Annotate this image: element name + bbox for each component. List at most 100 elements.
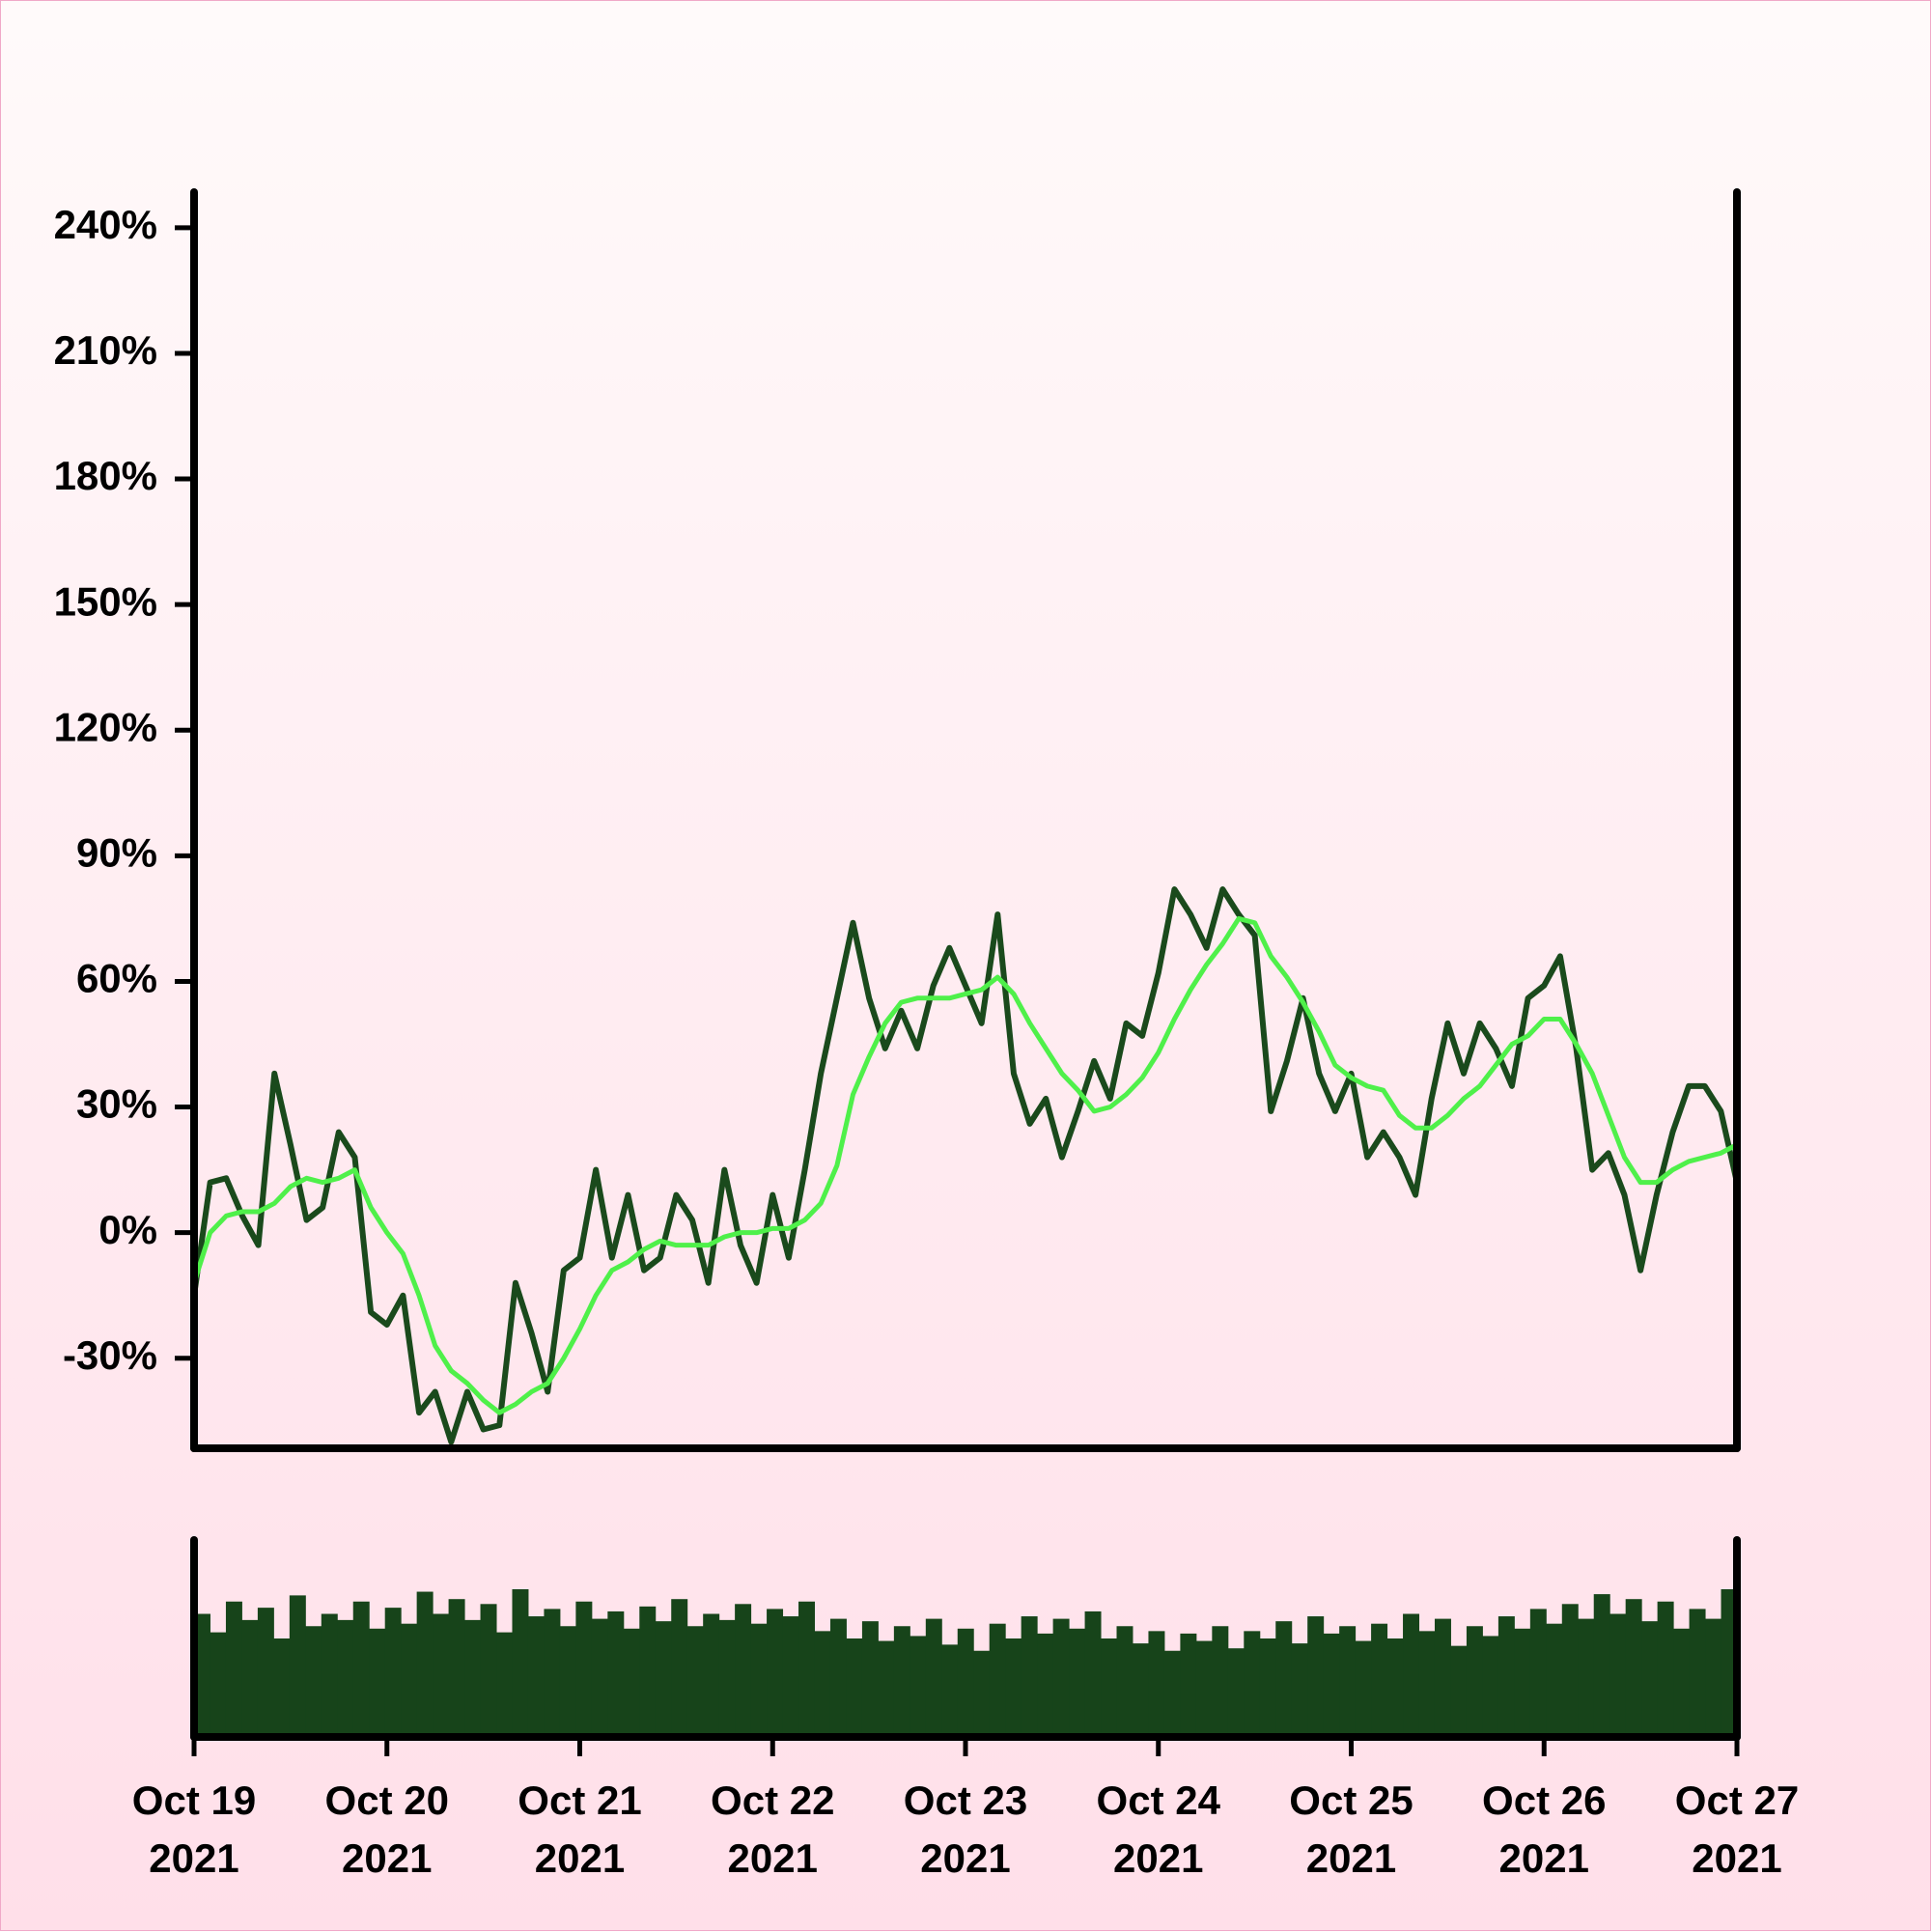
volume-bar bbox=[337, 1619, 354, 1737]
volume-bar bbox=[1371, 1623, 1388, 1737]
volume-bar bbox=[1593, 1594, 1610, 1737]
volume-bar bbox=[989, 1623, 1006, 1737]
volume-bar bbox=[1227, 1648, 1245, 1737]
volume-bar bbox=[1673, 1628, 1691, 1737]
x-tick-label: Oct 25 2021 bbox=[1289, 1778, 1413, 1881]
volume-bar bbox=[289, 1595, 306, 1737]
volume-bar bbox=[305, 1626, 322, 1737]
volume-bar bbox=[384, 1608, 402, 1737]
volume-bar bbox=[1132, 1643, 1149, 1737]
y-tick-label: 240% bbox=[54, 202, 157, 247]
volume-bar bbox=[544, 1609, 561, 1737]
y-tick-label: 210% bbox=[54, 327, 157, 373]
volume-bar bbox=[607, 1610, 625, 1737]
volume-bar bbox=[1641, 1621, 1659, 1737]
volume-bar bbox=[273, 1638, 291, 1737]
volume-bar bbox=[655, 1621, 672, 1737]
volume-bar bbox=[1101, 1638, 1118, 1737]
x-tick-label: Oct 23 2021 bbox=[903, 1778, 1028, 1881]
volume-bar bbox=[464, 1619, 482, 1737]
line-series bbox=[194, 886, 1737, 1445]
y-tick-label: 90% bbox=[76, 829, 157, 875]
volume-bar bbox=[1386, 1638, 1404, 1737]
volume-bar bbox=[718, 1619, 736, 1737]
x-tick-label: Oct 21 2021 bbox=[518, 1778, 642, 1881]
volume-bar bbox=[1705, 1618, 1722, 1737]
volume-bar bbox=[1021, 1616, 1038, 1737]
volume-bar bbox=[1116, 1626, 1133, 1737]
volume-bar bbox=[257, 1608, 274, 1737]
volume-bar bbox=[1244, 1631, 1261, 1737]
volume-bar bbox=[893, 1626, 910, 1737]
volume-bar bbox=[321, 1613, 338, 1737]
volume-bar bbox=[957, 1628, 974, 1737]
volume-bar bbox=[973, 1650, 991, 1737]
volume-bar bbox=[1529, 1609, 1547, 1737]
volume-bar bbox=[782, 1616, 799, 1737]
volume-bar bbox=[1355, 1640, 1372, 1737]
volume-bar bbox=[1482, 1636, 1499, 1737]
volume-bar bbox=[846, 1638, 863, 1737]
volume-bar bbox=[1180, 1633, 1197, 1737]
volume-bar bbox=[1403, 1613, 1420, 1737]
volume-bar bbox=[575, 1601, 593, 1737]
volume-bar bbox=[1450, 1645, 1468, 1737]
volume-bar bbox=[1466, 1626, 1483, 1737]
volume-bar bbox=[1148, 1631, 1165, 1737]
volume-bar bbox=[1163, 1650, 1181, 1737]
volume-bar bbox=[496, 1632, 513, 1737]
volume-bar bbox=[814, 1631, 831, 1737]
volume-bar bbox=[1418, 1631, 1436, 1737]
volume-bar bbox=[703, 1613, 720, 1737]
volume-bar bbox=[623, 1628, 640, 1737]
volume-bar bbox=[767, 1609, 784, 1737]
volume-bar bbox=[1657, 1601, 1674, 1737]
volume-bar bbox=[829, 1618, 847, 1737]
volume-bar bbox=[1084, 1610, 1102, 1737]
volume-bar bbox=[1323, 1633, 1340, 1737]
volume-bar bbox=[1609, 1613, 1627, 1737]
volume-bar bbox=[1434, 1618, 1451, 1737]
volume-bar bbox=[1005, 1638, 1022, 1737]
volume-bar bbox=[241, 1619, 259, 1737]
y-tick-label: 60% bbox=[76, 956, 157, 1001]
volume-bar bbox=[433, 1613, 450, 1737]
volume-bar bbox=[861, 1621, 879, 1737]
volume-bar bbox=[750, 1623, 768, 1737]
volume-bar bbox=[591, 1618, 608, 1737]
volume-bar bbox=[369, 1628, 386, 1737]
volume-bar bbox=[1037, 1633, 1054, 1737]
volume-bar bbox=[512, 1589, 529, 1737]
volume-bar bbox=[1195, 1640, 1213, 1737]
y-tick-label: 30% bbox=[76, 1081, 157, 1127]
x-tick-label: Oct 20 2021 bbox=[324, 1778, 449, 1881]
volume-bar bbox=[941, 1644, 959, 1737]
volume-bar bbox=[1275, 1621, 1293, 1737]
volume-bar bbox=[1212, 1626, 1229, 1737]
volume-bar bbox=[1307, 1616, 1325, 1737]
volume-bar bbox=[671, 1599, 688, 1737]
line-series bbox=[194, 915, 1737, 1415]
x-tick-label: Oct 24 2021 bbox=[1096, 1778, 1220, 1881]
volume-bar bbox=[1514, 1628, 1531, 1737]
volume-bar bbox=[910, 1636, 927, 1737]
volume-bar bbox=[925, 1618, 942, 1737]
y-tick-label: -30% bbox=[63, 1332, 157, 1378]
volume-bar bbox=[1546, 1623, 1563, 1737]
x-tick-label: Oct 26 2021 bbox=[1482, 1778, 1607, 1881]
volume-bar bbox=[225, 1601, 242, 1737]
volume-bar bbox=[1689, 1609, 1706, 1737]
volume-bar bbox=[1339, 1626, 1357, 1737]
volume-bar bbox=[352, 1601, 370, 1737]
volume-bar bbox=[210, 1632, 227, 1737]
volume-bar bbox=[416, 1591, 434, 1737]
volume-bar bbox=[639, 1606, 657, 1737]
volume-bar bbox=[735, 1604, 752, 1737]
volume-bar bbox=[1259, 1638, 1276, 1737]
y-tick-label: 0% bbox=[98, 1207, 157, 1252]
volume-bar bbox=[527, 1616, 545, 1737]
volume-bar bbox=[1561, 1604, 1579, 1737]
volume-bar bbox=[1291, 1643, 1308, 1737]
